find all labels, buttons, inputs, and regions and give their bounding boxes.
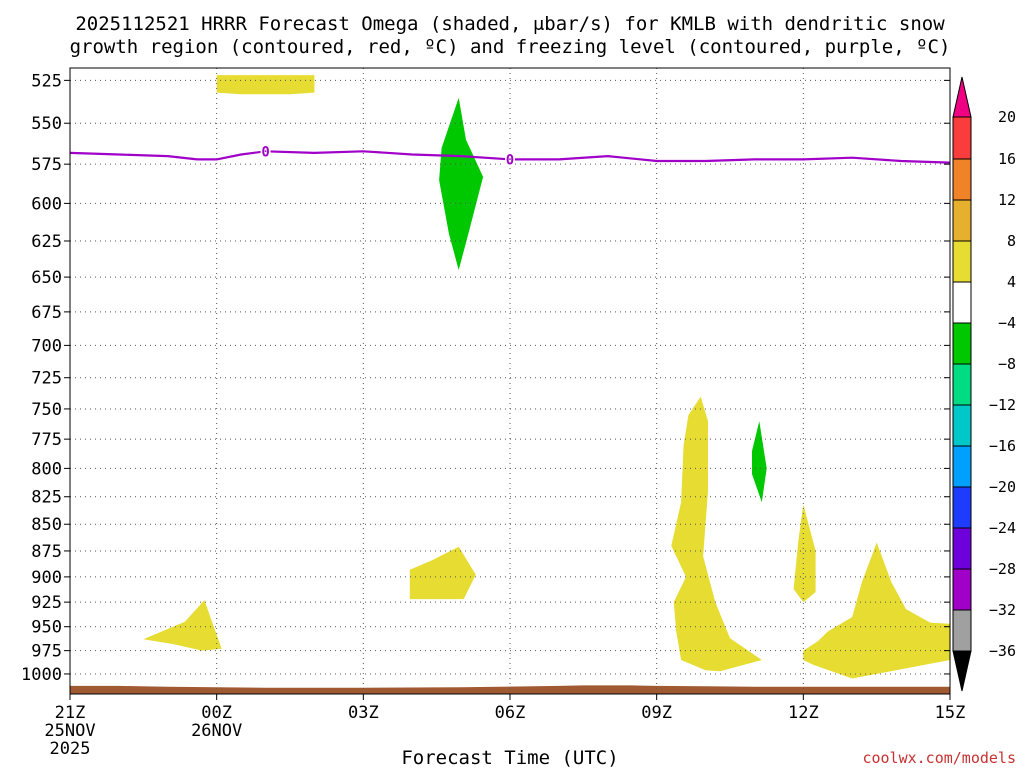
colorbar-swatch xyxy=(952,199,972,242)
terrain-fill xyxy=(70,685,950,694)
surface-terrain xyxy=(70,685,950,694)
colorbar-label: −12 xyxy=(989,396,1016,414)
plot-area: 00 xyxy=(69,67,951,695)
omega-region-upward-c xyxy=(409,546,476,600)
y-tick-label: 725 xyxy=(31,369,62,389)
x-tick-label: 25NOV xyxy=(44,721,95,741)
omega-region-upward-f xyxy=(803,542,950,679)
freezing-level-line xyxy=(69,150,951,164)
colorbar-label: 16 xyxy=(998,150,1016,168)
colorbar-label: −28 xyxy=(989,560,1016,578)
y-axis: 525 550 575 600 625 650 675 700 725 750 775 800 825 8… xyxy=(21,71,950,685)
y-tick-label: 700 xyxy=(31,336,62,356)
colorbar-label: −24 xyxy=(989,519,1016,537)
x-tick-label: 26NOV xyxy=(191,721,242,741)
omega-region-upward-d xyxy=(671,396,762,672)
colorbar-swatch xyxy=(952,281,972,324)
colorbar-swatch xyxy=(952,609,972,652)
omega-shading xyxy=(143,75,950,679)
y-tick-label: 625 xyxy=(31,232,62,252)
y-tick-label: 750 xyxy=(31,400,62,420)
chart-title-line-2: growth region (contoured, red, ºC) and f… xyxy=(70,36,951,58)
freezing-level-contour: 00 xyxy=(69,143,951,168)
x-tick-label: 21Z xyxy=(55,703,86,723)
colorbar-swatch xyxy=(952,527,972,570)
y-tick-label: 675 xyxy=(31,303,62,323)
y-tick-label: 800 xyxy=(31,459,62,479)
colorbar-label: 8 xyxy=(1007,232,1016,250)
colorbar-label: 12 xyxy=(998,191,1016,209)
contour-label-bg xyxy=(260,143,271,159)
colorbar-swatch-max xyxy=(952,76,972,118)
y-tick-label: 600 xyxy=(31,194,62,214)
colorbar-label: 20 xyxy=(998,108,1016,126)
y-tick-label: 650 xyxy=(31,268,62,288)
x-tick-label: 03Z xyxy=(348,703,379,723)
y-tick-label: 825 xyxy=(31,488,62,508)
y-tick-label: 900 xyxy=(31,568,62,588)
x-tick-label: 15Z xyxy=(935,703,966,723)
colorbar: 20 16 12 8 4 −4 −8 −12 −16 −20 −24 −28 −32 −36 xyxy=(952,76,1016,692)
x-axis-label: Forecast Time (UTC) xyxy=(401,747,618,768)
colorbar-swatch xyxy=(952,486,972,529)
x-tick-label: 09Z xyxy=(641,703,672,723)
x-tick-label: 00Z xyxy=(201,703,232,723)
y-tick-label: 550 xyxy=(31,114,62,134)
colorbar-label: 4 xyxy=(1007,273,1016,291)
y-tick-label: 925 xyxy=(31,593,62,613)
colorbar-swatch xyxy=(952,363,972,406)
colorbar-label: −8 xyxy=(998,355,1016,373)
colorbar-swatch-min xyxy=(952,650,972,692)
y-tick-label: 525 xyxy=(31,71,62,91)
credit-text: coolwx.com/models xyxy=(862,749,1016,767)
y-tick-label: 575 xyxy=(31,155,62,175)
omega-region-upward-e xyxy=(793,504,816,603)
y-tick-label: 975 xyxy=(31,642,62,662)
freezing-level-label: 0 xyxy=(506,152,514,168)
chart-title-line-1: 2025112521 HRRR Forecast Omega (shaded, … xyxy=(75,13,945,35)
omega-region-downward-a xyxy=(439,97,484,270)
x-tick-label: 12Z xyxy=(788,703,819,723)
x-tick-label: 06Z xyxy=(495,703,526,723)
colorbar-swatch xyxy=(952,240,972,283)
colorbar-swatch xyxy=(952,158,972,201)
colorbar-swatch xyxy=(952,116,972,160)
colorbar-label: −36 xyxy=(989,642,1016,660)
y-tick-label: 775 xyxy=(31,430,62,450)
colorbar-swatch xyxy=(952,445,972,488)
freezing-level-label: 0 xyxy=(261,144,269,160)
y-tick-label: 1000 xyxy=(21,665,62,685)
colorbar-label: −16 xyxy=(989,437,1016,455)
y-tick-label: 950 xyxy=(31,618,62,638)
colorbar-swatch xyxy=(952,322,972,365)
omega-region-upward-a xyxy=(216,75,315,95)
y-tick-label: 875 xyxy=(31,542,62,562)
y-tick-label: 850 xyxy=(31,515,62,535)
omega-region-upward-b xyxy=(143,600,222,651)
colorbar-swatch xyxy=(952,568,972,611)
grid-lines xyxy=(69,68,951,694)
contour-label-bg xyxy=(505,151,515,167)
omega-region-downward-b xyxy=(752,421,767,503)
colorbar-label: −4 xyxy=(998,314,1016,332)
colorbar-label: −32 xyxy=(989,601,1016,619)
colorbar-label: −20 xyxy=(989,478,1016,496)
x-tick-label: 2025 xyxy=(50,739,91,759)
colorbar-swatch xyxy=(952,404,972,447)
